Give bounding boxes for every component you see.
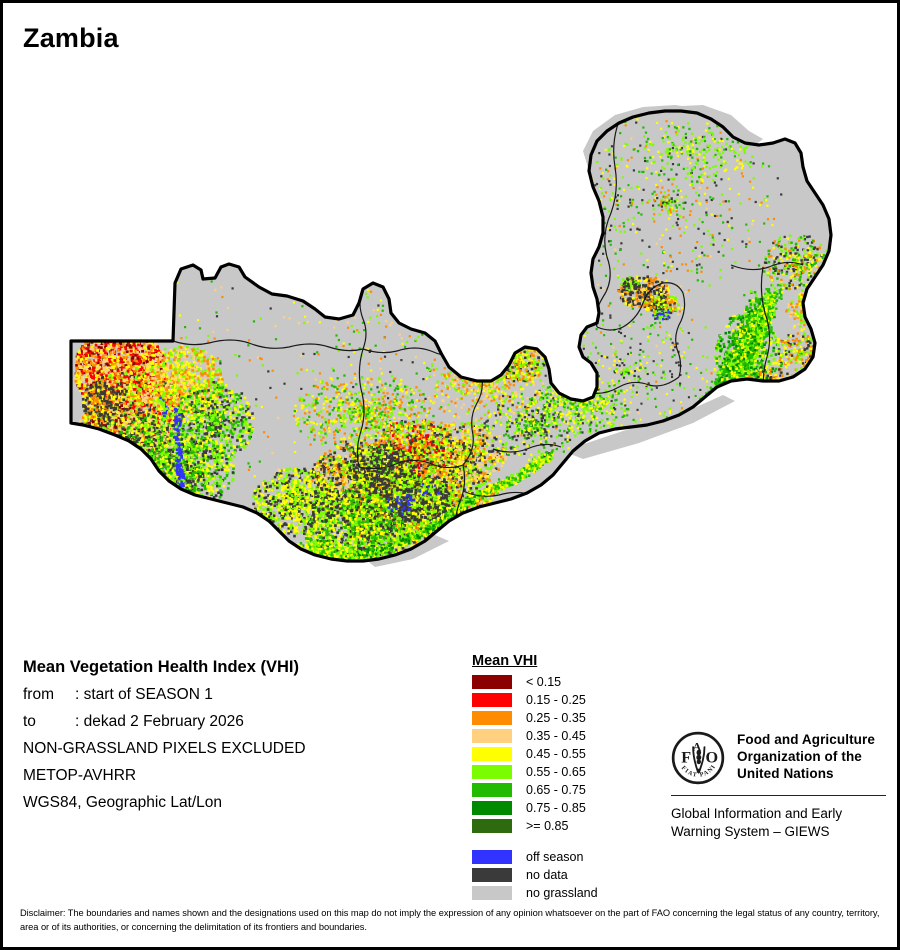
map-canvas[interactable]	[63, 51, 853, 641]
legend-class-5-swatch	[472, 765, 512, 779]
vhi-pixel-layer	[71, 111, 831, 561]
legend-special-2-row: no grassland	[472, 885, 652, 901]
legend-class-0-row: < 0.15	[472, 674, 652, 690]
legend-class-1-label: 0.15 - 0.25	[526, 693, 586, 707]
legend-class-1-swatch	[472, 693, 512, 707]
map-caption-block: Mean Vegetation Health Index (VHI) from …	[23, 658, 453, 821]
caption-from-value: : start of SEASON 1	[75, 686, 213, 704]
page-title: Zambia	[23, 23, 119, 54]
legend-special-0-label: off season	[526, 850, 583, 864]
legend-class-list: < 0.15 0.15 - 0.25 0.25 - 0.35 0.35 - 0.45 0…	[472, 674, 652, 834]
legend-class-5-label: 0.55 - 0.65	[526, 765, 586, 779]
fao-branding-block: F A O	[669, 726, 886, 840]
legend-special-0-swatch	[472, 850, 512, 864]
caption-from-row: from : start of SEASON 1	[23, 686, 453, 704]
legend-class-2-label: 0.25 - 0.35	[526, 711, 586, 725]
fao-org-line-3: United Nations	[737, 765, 875, 782]
caption-sensor: METOP-AVHRR	[23, 767, 453, 785]
legend-class-6-label: 0.65 - 0.75	[526, 783, 586, 797]
legend-class-8-label: >= 0.85	[526, 819, 568, 833]
fao-organization-name: Food and Agriculture Organization of the…	[737, 731, 875, 782]
legend-class-2-swatch	[472, 711, 512, 725]
legend-class-3-row: 0.35 - 0.45	[472, 728, 652, 744]
legend-class-5-row: 0.55 - 0.65	[472, 764, 652, 780]
legend-class-7-label: 0.75 - 0.85	[526, 801, 586, 815]
caption-to-key: to	[23, 713, 75, 731]
legend-special-0-row: off season	[472, 849, 652, 865]
legend-class-4-label: 0.45 - 0.55	[526, 747, 586, 761]
legend-class-6-swatch	[472, 783, 512, 797]
disclaimer-text: Disclaimer: The boundaries and names sho…	[20, 906, 882, 935]
legend-class-8-swatch	[472, 819, 512, 833]
legend-special-1-swatch	[472, 868, 512, 882]
fao-emblem-icon: F A O	[669, 726, 725, 785]
fao-org-line-1: Food and Agriculture	[737, 731, 875, 748]
fao-logo-row: F A O	[669, 726, 886, 785]
legend-class-6-row: 0.65 - 0.75	[472, 782, 652, 798]
legend-class-4-row: 0.45 - 0.55	[472, 746, 652, 762]
caption-heading: Mean Vegetation Health Index (VHI)	[23, 658, 453, 677]
legend-class-7-row: 0.75 - 0.85	[472, 800, 652, 816]
fao-org-line-2: Organization of the	[737, 748, 875, 765]
legend-class-2-row: 0.25 - 0.35	[472, 710, 652, 726]
caption-to-value: : dekad 2 February 2026	[75, 713, 244, 731]
legend-special-2-label: no grassland	[526, 886, 598, 900]
legend-class-1-row: 0.15 - 0.25	[472, 692, 652, 708]
legend-class-0-swatch	[472, 675, 512, 689]
legend-class-0-label: < 0.15	[526, 675, 561, 689]
legend-class-3-swatch	[472, 729, 512, 743]
caption-projection: WGS84, Geographic Lat/Lon	[23, 794, 453, 812]
fao-program-name: Global Information and Early Warning Sys…	[671, 805, 886, 840]
legend-title: Mean VHI	[472, 653, 652, 669]
legend-special-list: off season no data no grassland	[472, 849, 652, 901]
fao-program-line-1: Global Information and Early	[671, 805, 886, 823]
caption-to-row: to : dekad 2 February 2026	[23, 713, 453, 731]
caption-from-key: from	[23, 686, 75, 704]
country-base-fill	[71, 111, 831, 561]
legend-class-8-row: >= 0.85	[472, 818, 652, 834]
legend-special-1-label: no data	[526, 868, 568, 882]
national-border	[69, 109, 833, 563]
map-legend: Mean VHI < 0.15 0.15 - 0.25 0.25 - 0.35 0.3…	[472, 653, 652, 903]
legend-special-1-row: no data	[472, 867, 652, 883]
legend-class-4-swatch	[472, 747, 512, 761]
fao-divider	[671, 795, 886, 796]
fao-program-line-2: Warning System – GIEWS	[671, 823, 886, 841]
caption-mask-note: NON-GRASSLAND PIXELS EXCLUDED	[23, 740, 453, 758]
legend-class-7-swatch	[472, 801, 512, 815]
zambia-map-svg	[69, 105, 833, 567]
legend-special-2-swatch	[472, 886, 512, 900]
legend-spacer	[472, 836, 652, 849]
legend-class-3-label: 0.35 - 0.45	[526, 729, 586, 743]
